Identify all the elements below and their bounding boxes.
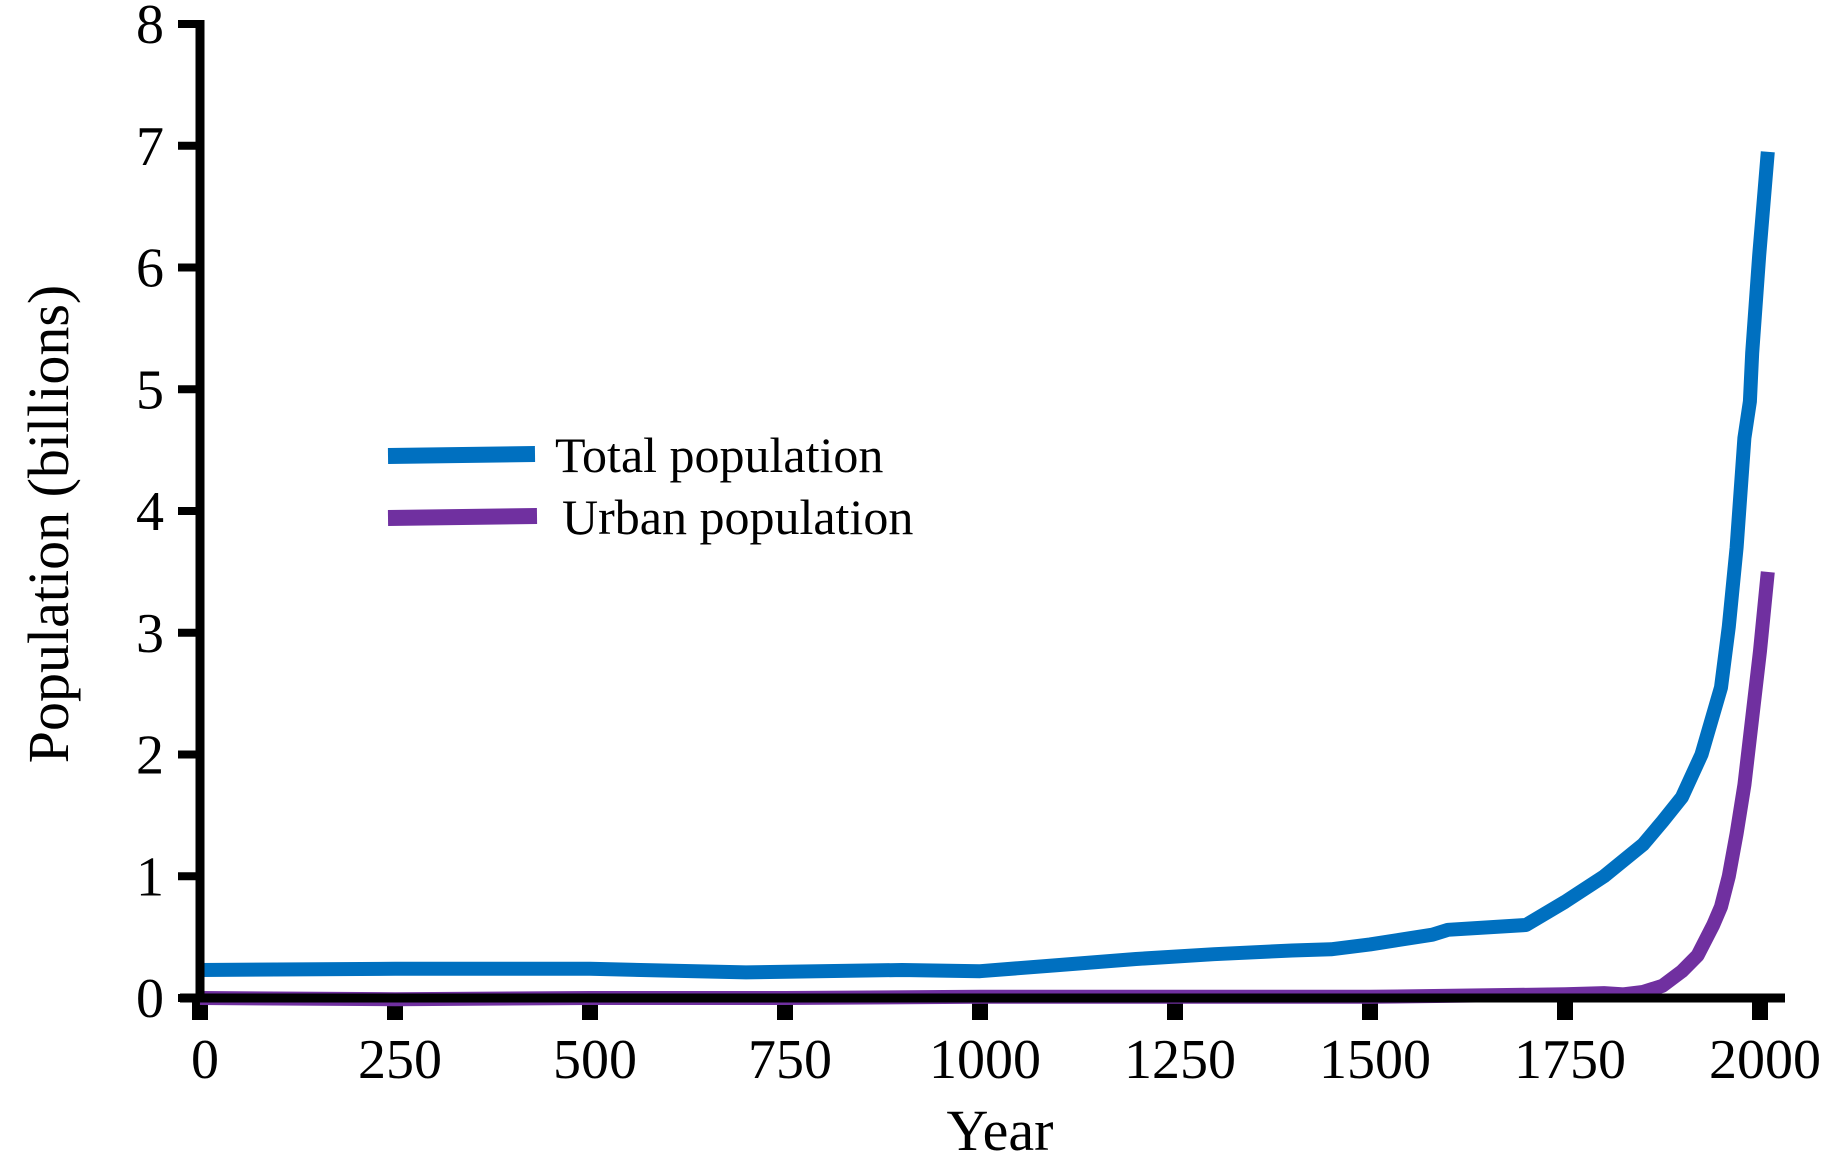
y-tick-label: 5	[136, 359, 164, 421]
legend-swatch-urban-population	[387, 508, 538, 526]
y-tick-label: 6	[136, 238, 164, 300]
y-tick-label: 7	[136, 116, 164, 178]
y-tick-label: 3	[136, 603, 164, 665]
legend-label-total-population: Total population	[555, 427, 883, 483]
x-tick-label: 1250	[1124, 1029, 1236, 1091]
y-tick-label: 8	[136, 0, 164, 56]
series-line-0	[199, 151, 1775, 980]
series-line-1	[199, 571, 1775, 1007]
x-tick-label: 2000	[1709, 1029, 1821, 1091]
x-axis-label: Year	[947, 1098, 1054, 1161]
legend: Total population Urban population	[387, 427, 913, 545]
x-tick-label: 1000	[929, 1029, 1041, 1091]
y-tick-label: 1	[136, 846, 164, 908]
x-tick-label: 250	[358, 1029, 442, 1091]
x-tick-label: 1500	[1319, 1029, 1431, 1091]
series-layer	[199, 151, 1775, 1007]
y-tick-label: 4	[136, 481, 164, 543]
legend-label-urban-population: Urban population	[562, 489, 913, 545]
x-tick-label: 1750	[1514, 1029, 1626, 1091]
y-axis-label: Population (billions)	[16, 285, 81, 764]
legend-swatch-total-population	[387, 446, 536, 464]
x-tick-label: 500	[553, 1029, 637, 1091]
x-tick-label: 0	[191, 1029, 219, 1091]
y-tick-label: 2	[136, 725, 164, 787]
y-axis-ticks: 0 1 2 3 4 5 6 7 8	[136, 0, 200, 1030]
x-axis-ticks: 0 250 500 750 1000 1250 1500 1750 2000	[191, 998, 1821, 1091]
x-tick-label: 750	[748, 1029, 832, 1091]
y-tick-label: 0	[136, 968, 164, 1030]
